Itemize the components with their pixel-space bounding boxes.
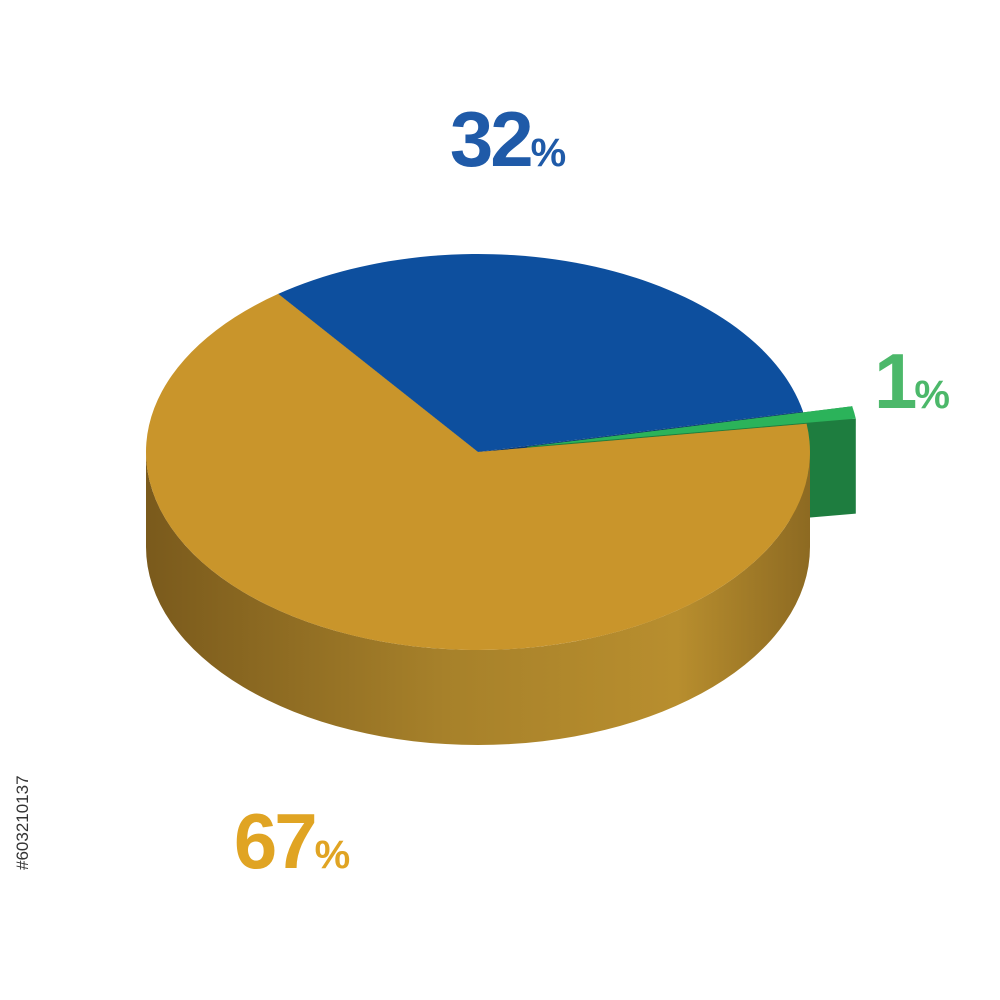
labels: 32%1%67% (234, 95, 950, 885)
value-label: 32% (450, 95, 566, 183)
value-label-part: 67 (234, 797, 315, 885)
stock-id: #603210137 (13, 775, 32, 870)
slice (278, 254, 803, 452)
slice-wall (146, 452, 810, 745)
value-label-part: 32 (450, 95, 531, 183)
value-label-part: % (914, 373, 950, 417)
pie (145, 254, 856, 745)
value-label: 1% (874, 337, 950, 425)
value-label-part: % (531, 131, 567, 175)
value-label: 67% (234, 797, 350, 885)
value-label-part: % (315, 833, 351, 877)
slice (145, 293, 810, 651)
slice (527, 406, 856, 447)
value-label-part: 1 (874, 337, 916, 425)
